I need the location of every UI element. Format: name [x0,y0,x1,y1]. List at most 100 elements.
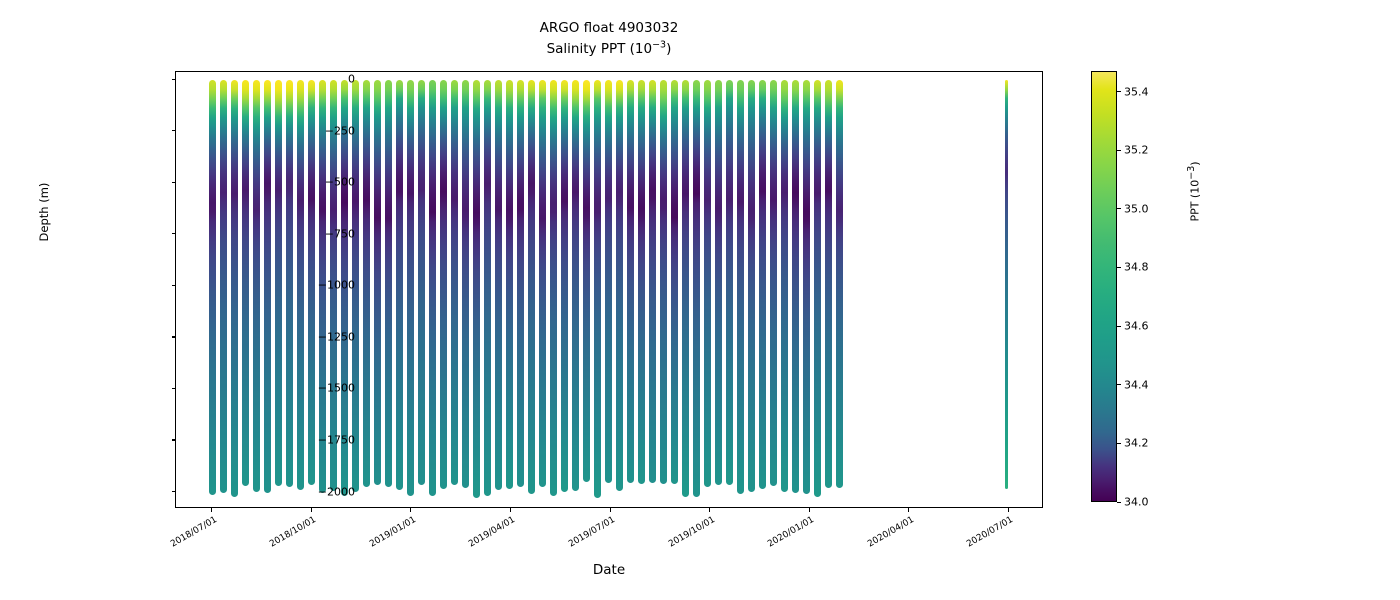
salinity-profile [1004,80,1009,490]
salinity-profile [318,80,326,493]
y-tick-label: −1000 [317,278,355,292]
salinity-profile [736,80,744,495]
chart-title-line2-exponent: −3 [652,39,667,51]
colorbar-tick-mark [1117,91,1121,93]
salinity-profile [593,80,601,499]
colorbar-tick-label: 35.4 [1124,85,1149,99]
y-tick-mark [171,181,176,183]
salinity-profile [527,80,535,494]
salinity-profile [439,80,447,489]
y-tick-label: −500 [324,175,355,189]
salinity-profile [604,80,612,483]
colorbar-tick-mark [1117,384,1121,386]
salinity-profile [560,80,568,492]
y-tick-mark [171,336,176,338]
salinity-profile [395,80,403,490]
colorbar-tick-mark [1117,266,1121,269]
salinity-profile [681,80,689,497]
x-tick-mark [609,508,611,512]
y-tick-mark [171,233,176,235]
colorbar-tick-mark [1117,325,1121,327]
salinity-profile [461,80,469,488]
salinity-profile [340,80,348,497]
chart-title: ARGO float 4903032 Salinity PPT (10−3) [175,18,1043,60]
x-tick-mark [509,508,511,512]
colorbar-tick-label: 34.8 [1124,260,1149,274]
colorbar-tick-mark [1117,149,1121,151]
y-axis-label: Depth (m) [37,182,51,242]
salinity-profile [725,80,733,485]
salinity-profile [516,80,524,488]
salinity-profile [582,80,590,483]
salinity-profile [791,80,799,493]
salinity-profile [714,80,722,486]
salinity-profile [549,80,557,497]
salinity-profile [659,80,667,484]
salinity-profile [571,80,579,491]
salinity-profile [703,80,711,488]
salinity-profile [417,80,425,486]
x-tick-label: 2018/10/01 [268,515,318,550]
x-tick-label: 2020/07/01 [965,515,1015,550]
x-tick-mark [1007,508,1009,512]
colorbar-tick-label: 34.6 [1124,319,1149,333]
colorbar-label: PPT (10−3) [1185,82,1202,302]
chart-title-line2: Salinity PPT (10−3) [175,39,1043,60]
salinity-profile [384,80,392,487]
salinity-profile [538,80,546,487]
colorbar-tick-label: 35.2 [1124,143,1149,157]
x-tick-label: 2019/01/01 [367,515,418,550]
x-tick-label: 2020/01/01 [766,515,816,550]
salinity-profile [692,80,700,498]
x-tick-mark [908,508,910,512]
salinity-profile [373,80,381,485]
salinity-profile [835,80,843,488]
y-tick-mark [171,130,176,132]
y-tick-label: 0 [348,72,355,86]
y-tick-label: −1500 [317,381,355,395]
salinity-profile [780,80,788,492]
profile-plot-area [176,72,1042,507]
salinity-profile [802,80,810,494]
salinity-profile [758,80,766,490]
salinity-profile [769,80,777,487]
y-tick-mark [171,78,176,80]
salinity-profile [307,80,315,485]
colorbar-tick-label: 34.4 [1124,378,1149,392]
x-tick-label: 2020/04/01 [865,515,916,550]
salinity-profile [285,80,293,488]
salinity-profile [209,80,216,495]
x-tick-label: 2019/07/01 [567,515,617,550]
salinity-profile [329,80,337,491]
colorbar-tick-mark [1117,442,1121,444]
salinity-profile [296,80,304,490]
salinity-profile [351,80,359,493]
salinity-profile [494,80,502,490]
y-tick-label: −1250 [317,330,355,344]
salinity-profile [230,80,238,498]
colorbar-label-exponent: −3 [1185,165,1197,180]
salinity-profile [637,80,645,485]
y-tick-mark [171,439,176,441]
colorbar-tick-label: 34.2 [1124,436,1149,450]
colorbar-gradient [1091,71,1117,502]
y-tick-label: −250 [324,124,355,138]
salinity-profile [483,80,491,497]
salinity-profile [450,80,458,486]
salinity-profile [615,80,623,492]
x-tick-label: 2019/10/01 [666,515,717,550]
colorbar-label-prefix: PPT (10 [1188,179,1202,222]
salinity-profile [406,80,414,497]
salinity-profile [505,80,513,489]
x-tick-mark [808,508,810,512]
salinity-profile [274,80,282,486]
y-tick-label: −1750 [317,433,355,447]
x-tick-mark [410,508,412,512]
y-tick-label: −2000 [317,485,355,498]
salinity-profile [626,80,634,484]
colorbar-tick-label: 34.0 [1124,495,1149,509]
salinity-profile [648,80,656,483]
y-tick-label: −750 [324,227,355,241]
plot-axes [175,71,1043,508]
